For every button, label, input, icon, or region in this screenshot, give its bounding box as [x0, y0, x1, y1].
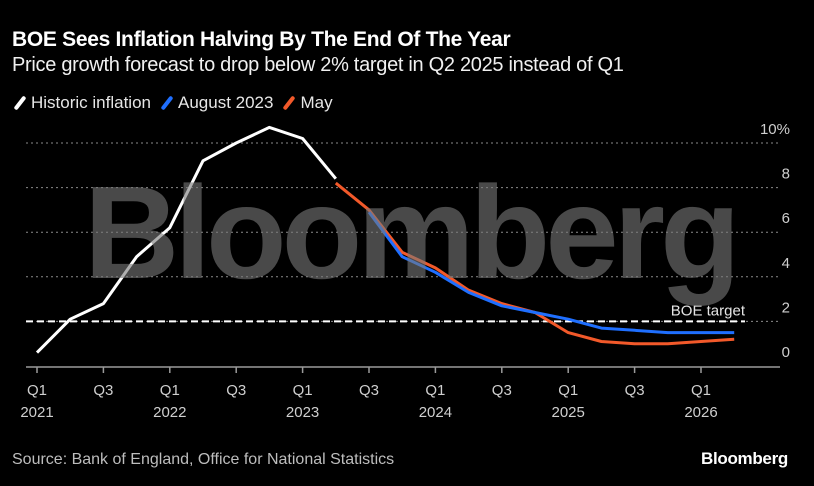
y-tick-label: 8 — [782, 166, 790, 183]
x-tick-year-label: 2025 — [552, 404, 585, 421]
x-tick-year-label: 2023 — [286, 404, 319, 421]
target-reference: BOE target — [26, 302, 746, 323]
series-line-august-2023 — [367, 211, 735, 335]
chart-subtitle: Price growth forecast to drop below 2% t… — [12, 54, 624, 76]
y-axis-labels: 0 2 4 6 8 10% — [760, 121, 790, 361]
brand-logo: Bloomberg — [700, 449, 788, 468]
x-tick-label: Q3 — [492, 382, 512, 399]
x-tick-label: Q3 — [226, 382, 246, 399]
x-tick-label: Q1 — [293, 382, 313, 399]
x-tick-label: Q1 — [691, 382, 711, 399]
x-tick-label: Q1 — [27, 382, 47, 399]
x-axis: Q1 2021 Q3 Q1 2022 Q3 Q1 2023 Q3 Q1 2024 Q3 Q1 2025 Q3… — [20, 366, 780, 421]
legend-item-august: August 2023 — [160, 93, 274, 113]
x-tick-year-label: 2022 — [153, 404, 186, 421]
watermark: Bloomberg — [84, 159, 736, 306]
series-line-historic-inflation — [35, 125, 337, 354]
y-tick-label: 2 — [782, 299, 790, 316]
x-tick-label: Q3 — [359, 382, 379, 399]
x-tick-label: Q1 — [558, 382, 578, 399]
y-tick-label: 10% — [760, 121, 790, 138]
legend-label: May — [300, 93, 333, 112]
source-note: Source: Bank of England, Office for Nati… — [12, 451, 395, 468]
x-tick-label: Q1 — [160, 382, 180, 399]
x-tick-year-label: 2024 — [419, 404, 452, 421]
chart-title: BOE Sees Inflation Halving By The End Of… — [12, 28, 511, 51]
y-tick-label: 6 — [782, 210, 790, 227]
target-label: BOE target — [671, 302, 746, 319]
series-lines — [35, 125, 735, 354]
legend-item-may: May — [282, 93, 333, 113]
x-tick-label: Q1 — [425, 382, 445, 399]
y-tick-label: 4 — [782, 255, 790, 272]
legend-item-historic: Historic inflation — [13, 93, 151, 113]
y-tick-label: 0 — [782, 344, 790, 361]
x-tick-year-label: 2026 — [684, 404, 717, 421]
legend: Historic inflation August 2023 May — [13, 93, 333, 113]
x-tick-label: Q3 — [625, 382, 645, 399]
x-tick-label: Q3 — [93, 382, 113, 399]
legend-label: Historic inflation — [31, 93, 151, 112]
legend-label: August 2023 — [178, 93, 274, 112]
x-tick-year-label: 2021 — [20, 404, 53, 421]
